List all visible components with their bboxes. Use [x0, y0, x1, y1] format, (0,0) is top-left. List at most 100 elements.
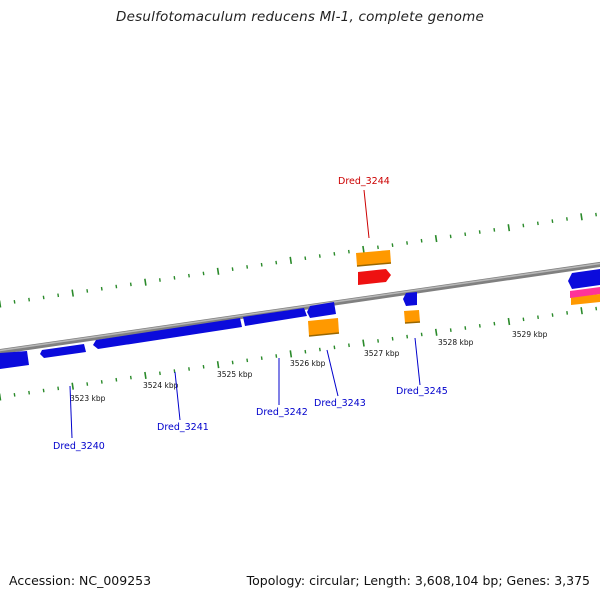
tick-track-lower: [0, 306, 598, 401]
lower-minor-tick: [231, 360, 234, 365]
lower-minor-tick: [115, 377, 118, 382]
gene-dred-3240-upper[interactable]: [40, 344, 86, 358]
upper-minor-tick: [347, 249, 350, 254]
lower-minor-tick: [493, 321, 496, 326]
genome-backbone-highlight: [0, 262, 600, 352]
lower-minor-tick: [406, 334, 409, 339]
upper-minor-tick: [595, 212, 597, 217]
lower-minor-tick: [348, 343, 350, 348]
upper-minor-tick: [246, 265, 249, 269]
upper-minor-tick: [478, 230, 481, 234]
upper-major-tick: [71, 289, 74, 297]
lower-minor-tick: [304, 349, 307, 354]
label-dred-3242[interactable]: Dred_3242: [256, 407, 308, 418]
label-dred-3241[interactable]: Dred_3241: [157, 422, 209, 433]
lower-minor-tick: [449, 328, 452, 332]
scale-label-3523: 3523 kbp: [70, 394, 106, 403]
lower-minor-tick: [246, 358, 249, 363]
lower-major-tick: [289, 350, 293, 358]
lower-major-tick: [362, 339, 365, 347]
pink-feature[interactable]: [570, 287, 600, 298]
label-dred-3244[interactable]: Dred_3244: [338, 176, 390, 187]
lower-minor-tick: [42, 388, 45, 393]
lower-minor-tick: [377, 339, 380, 343]
lower-minor-tick: [188, 367, 190, 371]
gene-dred-3241[interactable]: [93, 318, 242, 349]
lower-minor-tick: [260, 356, 263, 361]
upper-minor-tick: [522, 223, 525, 228]
lower-minor-tick: [478, 323, 481, 328]
lower-minor-tick: [202, 364, 205, 369]
upper-major-tick: [580, 213, 583, 221]
scale-label-3527: 3527 kbp: [364, 349, 400, 358]
lower-major-tick: [71, 382, 75, 390]
lower-major-tick: [580, 307, 583, 315]
upper-minor-tick: [391, 243, 394, 247]
lower-minor-tick: [13, 393, 16, 397]
upper-major-tick: [0, 300, 2, 308]
lower-minor-tick: [537, 315, 539, 320]
orange-feature-small[interactable]: [404, 310, 420, 323]
lower-major-tick: [216, 361, 220, 369]
upper-minor-tick: [304, 256, 307, 261]
feature-track-orange: [308, 250, 600, 337]
gene-track-forward: [0, 269, 600, 369]
lower-minor-tick: [159, 371, 161, 376]
upper-minor-tick: [115, 284, 118, 289]
upper-major-tick: [434, 235, 438, 243]
genome-summary: Topology: circular; Length: 3,608,104 bp…: [246, 573, 590, 588]
upper-minor-tick: [100, 286, 103, 291]
gene-right-edge[interactable]: [568, 269, 600, 289]
label-dred-3240[interactable]: Dred_3240: [53, 441, 105, 452]
orange-feature-upper[interactable]: [356, 250, 391, 266]
gene-dred-3243[interactable]: [307, 302, 336, 318]
lower-minor-tick: [100, 380, 103, 384]
lower-minor-tick: [464, 326, 467, 330]
scale-labels: 3523 kbp 3524 kbp 3525 kbp 3526 kbp 3527…: [70, 330, 548, 403]
accession-label: Accession: NC_009253: [9, 573, 152, 588]
lower-minor-tick: [318, 347, 321, 352]
lower-minor-tick: [129, 375, 132, 380]
upper-minor-tick: [86, 289, 89, 293]
upper-minor-tick: [566, 217, 568, 221]
lower-major-tick: [434, 328, 438, 336]
label-dred-3245[interactable]: Dred_3245: [396, 386, 448, 397]
scale-label-3524: 3524 kbp: [143, 381, 179, 390]
gene-dred-3242[interactable]: [243, 308, 307, 326]
lower-major-tick: [507, 317, 511, 326]
scale-label-3526: 3526 kbp: [290, 359, 326, 368]
upper-minor-tick: [28, 297, 31, 302]
lower-minor-tick: [28, 390, 31, 395]
lower-major-tick: [0, 393, 2, 401]
upper-minor-tick: [318, 254, 321, 258]
upper-minor-tick: [333, 252, 336, 256]
scale-label-3525: 3525 kbp: [217, 370, 253, 379]
label-leaders: [69, 189, 421, 439]
upper-minor-tick: [260, 262, 263, 267]
lower-minor-tick: [522, 317, 525, 322]
upper-minor-tick: [57, 293, 60, 298]
label-dred-3243[interactable]: Dred_3243: [314, 398, 366, 409]
upper-minor-tick: [551, 219, 554, 223]
gene-dred-3245[interactable]: [403, 292, 417, 306]
upper-major-tick: [216, 267, 220, 275]
upper-minor-tick: [158, 278, 161, 282]
upper-minor-tick: [129, 282, 132, 287]
lower-minor-tick: [566, 311, 569, 315]
lower-minor-tick: [551, 313, 554, 317]
upper-minor-tick: [449, 234, 452, 239]
upper-minor-tick: [173, 275, 176, 280]
gene-dred-3244[interactable]: [358, 269, 391, 285]
upper-major-tick: [289, 256, 293, 264]
upper-minor-tick: [13, 299, 16, 304]
orange-feature-lower[interactable]: [308, 318, 339, 336]
upper-minor-tick: [42, 295, 45, 300]
lower-minor-tick: [333, 345, 336, 350]
lower-minor-tick: [86, 382, 89, 386]
upper-major-tick: [507, 224, 511, 232]
upper-minor-tick: [536, 221, 539, 226]
gene-labels: Dred_3244 Dred_3240 Dred_3241 Dred_3242 …: [53, 176, 448, 452]
gene-left-edge[interactable]: [0, 351, 29, 369]
